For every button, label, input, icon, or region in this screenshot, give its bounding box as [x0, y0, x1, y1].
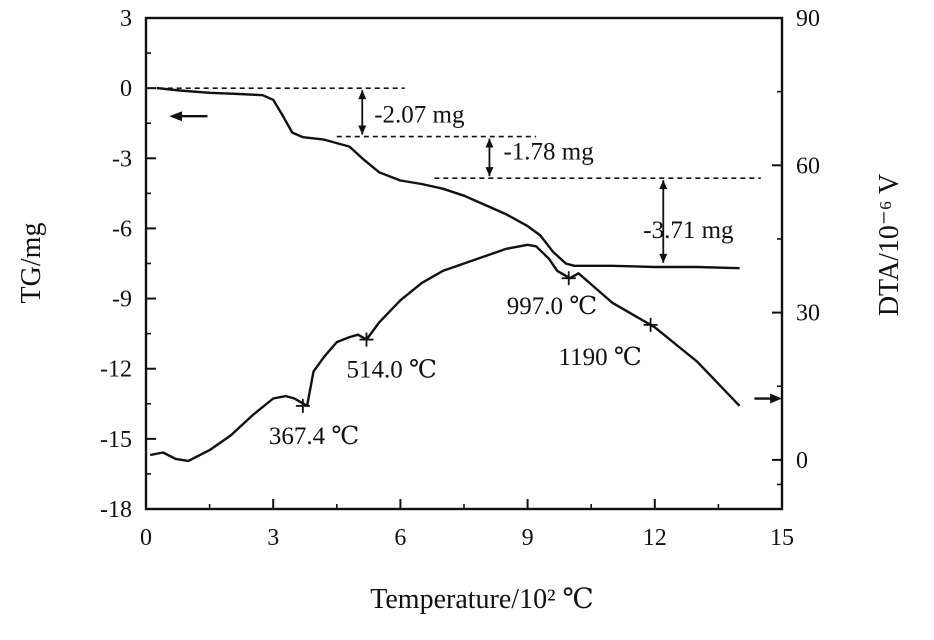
y-left-tick-label: -9: [112, 287, 132, 313]
y-right-tick-label: 0: [796, 448, 808, 474]
mass-loss-label: -1.78 mg: [503, 138, 594, 165]
data-series: [149, 86, 741, 463]
mass-loss-arrowhead-down: [659, 253, 668, 263]
y-right-tick-label: 30: [796, 301, 820, 327]
x-tick-label: 9: [522, 525, 534, 551]
tg-curve: [156, 86, 740, 270]
x-axis-title: Temperature/10² ℃: [370, 584, 594, 615]
mass-loss-arrowhead-up: [659, 180, 668, 190]
x-tick-label: 12: [643, 525, 667, 551]
series-axis-arrows: [169, 111, 782, 404]
peak-temperature-label: 997.0 ℃: [507, 293, 597, 320]
mass-loss-label: -3.71 mg: [643, 217, 734, 244]
x-tick-label: 15: [770, 525, 794, 551]
y-right-tick-label: 60: [796, 153, 820, 179]
peak-temperature-label: 1190 ℃: [559, 344, 642, 371]
x-tick-label: 0: [140, 525, 152, 551]
y-left-tick-label: -15: [100, 427, 132, 453]
dta-axis-arrowhead: [770, 393, 782, 404]
x-tick-label: 3: [267, 525, 279, 551]
y-axis-title-left: TG/mg: [16, 223, 47, 304]
peak-temperature-label: 514.0 ℃: [346, 357, 436, 384]
y-left-tick-label: -6: [112, 216, 132, 242]
tg-axis-arrowhead: [169, 111, 183, 122]
mass-loss-guides: -2.07 mg -1.78 mg -3.71 mg: [158, 87, 761, 263]
dta-curve: [149, 243, 741, 463]
peak-temperature-label: 367.4 ℃: [269, 423, 359, 450]
y-left-tick-label: 3: [120, 6, 132, 32]
mass-loss-arrowhead-down: [485, 167, 494, 177]
y-left-tick-label: -3: [112, 146, 132, 172]
y-left-tick-label: -18: [100, 497, 132, 523]
mass-loss-label: -2.07 mg: [374, 101, 465, 128]
y-right-tick-label: 90: [796, 6, 820, 32]
mass-loss-arrowhead-up: [358, 90, 367, 100]
mass-loss-arrowhead-up: [485, 138, 494, 148]
y-left-tick-label: -12: [100, 357, 132, 383]
y-left-tick-label: 0: [120, 76, 132, 102]
x-tick-label: 6: [394, 525, 406, 551]
mass-loss-arrowhead-down: [358, 125, 367, 135]
peak-markers: 367.4 ℃ 514.0 ℃ 997.0 ℃ 1190 ℃: [269, 271, 658, 450]
y-axis-title-right: DTA/10⁻⁶ V: [874, 174, 905, 316]
